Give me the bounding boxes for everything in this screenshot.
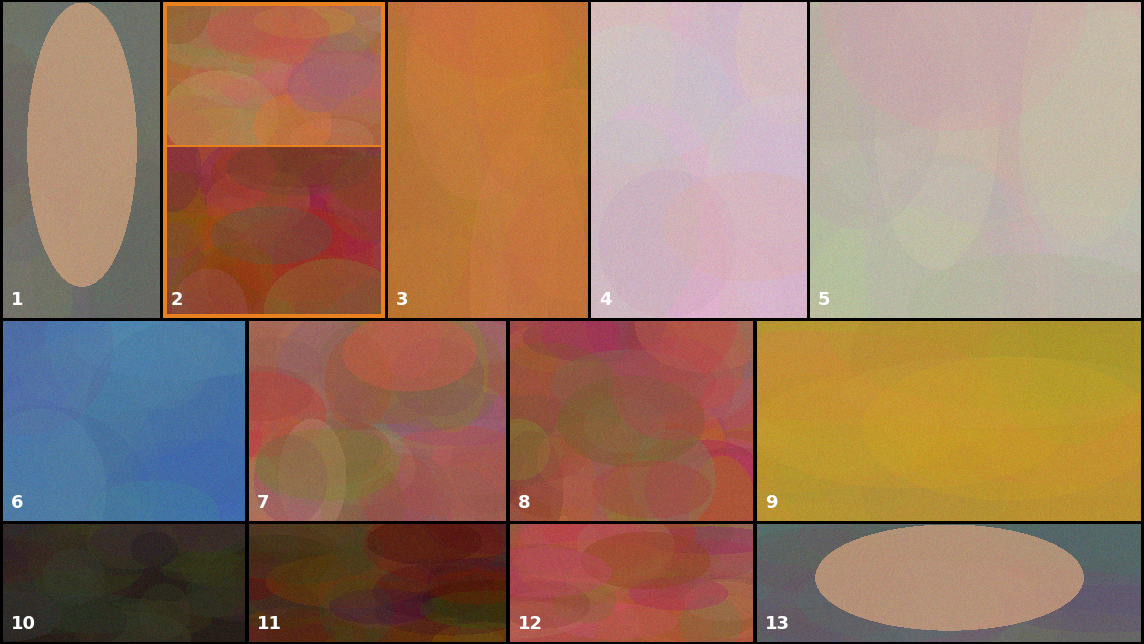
Text: 11: 11	[257, 615, 283, 633]
Text: 9: 9	[765, 494, 778, 512]
Text: 3: 3	[396, 291, 408, 309]
Text: 2: 2	[170, 291, 183, 309]
Text: 4: 4	[599, 291, 612, 309]
Text: 5: 5	[818, 291, 831, 309]
Text: 10: 10	[11, 615, 35, 633]
Text: 8: 8	[518, 494, 531, 512]
Text: 12: 12	[518, 615, 543, 633]
Text: 13: 13	[765, 615, 791, 633]
Text: 6: 6	[11, 494, 24, 512]
Text: 7: 7	[257, 494, 270, 512]
Text: 1: 1	[11, 291, 24, 309]
